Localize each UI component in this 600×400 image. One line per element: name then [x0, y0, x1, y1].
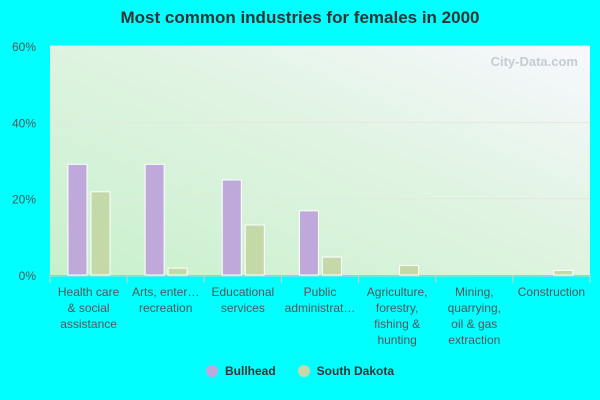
- x-tick-label: Agriculture,: [367, 285, 428, 299]
- x-tick-label: Arts, enter…: [132, 285, 199, 299]
- x-tick-label: fishing &: [374, 317, 420, 331]
- x-tick-label: Construction: [518, 285, 585, 299]
- x-tick-label: recreation: [139, 301, 192, 315]
- legend-label: Bullhead: [224, 364, 276, 378]
- x-tick-label: & social: [68, 301, 110, 315]
- y-tick-label: 60%: [12, 40, 36, 54]
- x-tick-label: extraction: [448, 333, 500, 347]
- legend-item-bullhead: Bullhead: [205, 364, 276, 378]
- bar-bullhead: [67, 163, 88, 276]
- y-tick-label: 40%: [12, 116, 36, 130]
- legend-item-south-dakota: South Dakota: [297, 364, 394, 378]
- bar-south-dakota: [553, 269, 574, 276]
- x-tick-label: oil & gas: [451, 317, 497, 331]
- bar-bullhead: [298, 210, 319, 276]
- y-tick-label: 20%: [12, 193, 36, 207]
- bar-south-dakota: [244, 224, 265, 276]
- x-tick-label: administrat…: [285, 301, 356, 315]
- x-tick-label: Health care: [58, 285, 120, 299]
- bar-south-dakota: [90, 191, 111, 276]
- plot-area: [50, 46, 590, 275]
- x-tick-label: assistance: [60, 317, 117, 331]
- x-tick-label: services: [221, 301, 265, 315]
- x-tick-label: Public: [304, 285, 337, 299]
- x-tick-label: Educational: [211, 285, 274, 299]
- y-tick-label: 0%: [19, 269, 37, 283]
- bar-south-dakota: [167, 267, 188, 276]
- x-tick-label: Mining,: [455, 285, 494, 299]
- watermark: City-Data.com: [491, 54, 578, 69]
- chart-title: Most common industries for females in 20…: [120, 8, 480, 27]
- x-tick-label: forestry,: [376, 301, 418, 315]
- legend: Bullhead South Dakota: [0, 364, 600, 378]
- legend-swatch: [297, 365, 310, 377]
- bar-bullhead: [221, 179, 242, 276]
- x-tick-label: quarrying,: [448, 301, 501, 315]
- bar-bullhead: [144, 163, 165, 276]
- bar-south-dakota: [399, 264, 420, 276]
- bar-south-dakota: [321, 256, 342, 276]
- x-tick-label: hunting: [377, 333, 416, 347]
- legend-label: South Dakota: [316, 364, 394, 378]
- legend-swatch: [205, 365, 218, 377]
